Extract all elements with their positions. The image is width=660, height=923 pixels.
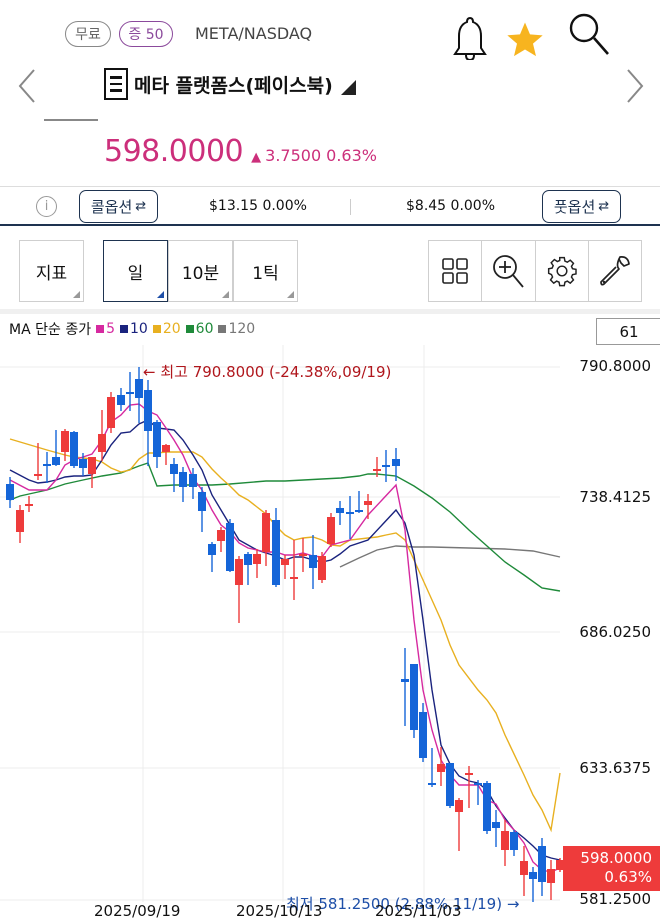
put-option-label: 풋옵션 [553,198,596,216]
document-icon [104,68,128,100]
candle-count-box[interactable]: 61 [596,318,660,345]
legend-ma5: 5 [96,321,115,337]
separator [350,199,351,215]
y-tick: 581.2500 [579,890,651,908]
ticker-label: META/NASDAQ [195,24,313,43]
period-10min-tab[interactable]: 10분 [168,240,233,302]
info-icon[interactable]: i [36,196,57,217]
legend-prefix: MA 단순 종가 [9,322,92,338]
zoom-in-icon [493,255,525,288]
legend-ma60: 60 [185,321,213,337]
star-icon[interactable] [503,19,547,61]
y-tick: 633.6375 [579,759,651,777]
put-pct: 0.00% [450,198,496,214]
y-tick: 790.8000 [579,357,651,375]
indicator-label: 지표 [35,263,68,284]
dropdown-triangle-icon [340,79,356,95]
wrench-icon [600,256,630,286]
price-change: 3.7500 [265,146,322,165]
legend-ma20: 20 [152,321,181,337]
chevron-left-icon [18,69,35,103]
chevron-right-icon [627,69,644,103]
high-annotation: ← 최고 790.8000 (-24.38%,09/19) [143,363,392,381]
free-badge: 무료 [65,21,111,47]
put-price: $8.45 [406,198,447,214]
put-option-value: $8.45 0.00% [406,198,495,214]
call-pct: 0.00% [262,198,307,214]
next-stock-button[interactable] [622,66,646,106]
option-bar: i 콜옵션 ⇄ $13.15 0.00% $8.45 0.00% 풋옵션 ⇄ [0,186,660,226]
ma-legend: MA 단순 종가 5 10 20 60 120 [9,319,255,339]
price-change-pct: 0.63% [326,146,377,165]
margin-badge: 증 50 [119,21,173,47]
zoom-button[interactable] [482,241,536,301]
stock-title-selector[interactable]: 메타 플랫폼스(페이스북) [104,68,356,100]
call-price: $13.15 [209,198,258,214]
x-tick: 2025/10/13 [236,902,323,920]
legend-ma10: 10 [120,321,148,337]
y-tick: 738.4125 [579,488,651,506]
period-daily-tab[interactable]: 일 [103,240,168,302]
call-option-button[interactable]: 콜옵션 ⇄ [79,190,158,223]
legend-ma120: 120 [218,321,255,337]
gear-icon [547,256,577,287]
last-price: 598.0000 [580,849,652,867]
x-tick: 2025/09/19 [94,902,181,920]
settings-button[interactable] [536,241,589,301]
price-row: 598.0000 ▲ 3.7500 0.63% [104,134,377,169]
period-label: 일 [127,263,144,284]
indicator-button[interactable]: 지표 [19,240,84,302]
call-option-value: $13.15 0.00% [209,198,307,214]
up-arrow-icon: ▲ [251,150,262,165]
chart-tools [428,240,642,302]
stock-title: 메타 플랫폼스(페이스북) [134,74,333,97]
grid-layout-icon [442,258,468,284]
y-tick: 686.0250 [579,623,651,641]
put-option-button[interactable]: 풋옵션 ⇄ [542,190,621,223]
low-annotation: 최저 581.2500 (2.88%,11/19) → [286,895,520,913]
swap-icon: ⇄ [135,199,147,214]
swap-icon: ⇄ [598,199,610,214]
period-label: 1틱 [252,263,279,284]
prev-stock-button[interactable] [16,66,40,106]
last-price-marker: 598.0000 0.63% [563,846,660,891]
bell-icon[interactable] [450,13,490,61]
current-price: 598.0000 [104,134,244,169]
x-tick: 2025/11/03 [375,902,462,920]
call-option-label: 콜옵션 [90,198,133,216]
search-icon[interactable] [566,11,612,57]
period-1tick-tab[interactable]: 1틱 [233,240,298,302]
divider [44,119,98,121]
tools-button[interactable] [589,241,641,301]
chart-toolbar: 지표 일 10분 1틱 [0,228,660,314]
layout-button[interactable] [429,241,483,301]
last-pct: 0.63% [604,868,652,886]
period-label: 10분 [181,263,220,284]
